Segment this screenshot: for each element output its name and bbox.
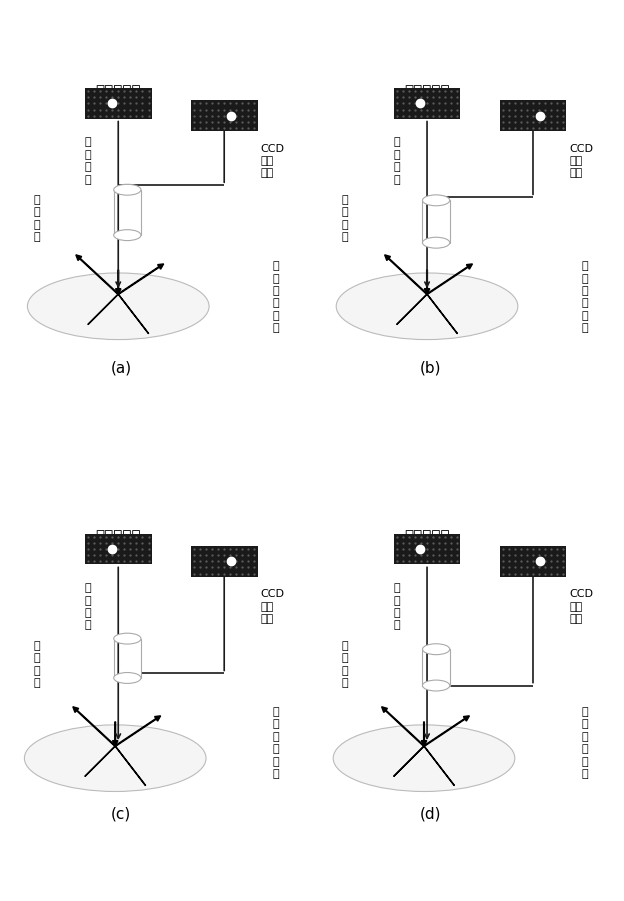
Ellipse shape xyxy=(114,672,141,684)
Bar xyxy=(191,546,258,577)
Text: CCD
观察
光路: CCD 观察 光路 xyxy=(261,143,285,178)
Text: 图形发生器: 图形发生器 xyxy=(95,84,141,99)
Ellipse shape xyxy=(422,643,450,655)
Text: 精
密
运
动
平
台: 精 密 运 动 平 台 xyxy=(273,261,280,333)
Text: (a): (a) xyxy=(110,361,132,376)
FancyArrow shape xyxy=(424,746,454,786)
FancyArrow shape xyxy=(424,270,430,294)
FancyArrow shape xyxy=(424,715,469,746)
FancyArrow shape xyxy=(115,270,121,294)
FancyArrow shape xyxy=(73,706,115,746)
Text: CCD
观察
光路: CCD 观察 光路 xyxy=(569,143,593,178)
Bar xyxy=(394,88,461,119)
Bar xyxy=(500,546,567,577)
Text: (c): (c) xyxy=(111,806,132,822)
Ellipse shape xyxy=(333,725,515,791)
Text: 图形发生器: 图形发生器 xyxy=(95,530,141,544)
Bar xyxy=(114,190,141,235)
FancyArrow shape xyxy=(88,294,119,324)
FancyArrow shape xyxy=(427,294,457,333)
Text: 投
影
光
路: 投 影 光 路 xyxy=(85,137,91,185)
Text: 图形发生器: 图形发生器 xyxy=(404,530,450,544)
Text: CCD
观察
光路: CCD 观察 光路 xyxy=(261,589,285,624)
Ellipse shape xyxy=(114,185,141,196)
FancyArrow shape xyxy=(397,294,427,324)
FancyArrow shape xyxy=(384,255,427,295)
Ellipse shape xyxy=(24,725,206,791)
Bar xyxy=(422,200,450,242)
FancyArrow shape xyxy=(394,746,424,777)
Bar xyxy=(422,650,450,686)
Text: 投
影
光
路: 投 影 光 路 xyxy=(85,583,91,631)
Text: 缩
影
物
镜: 缩 影 物 镜 xyxy=(33,195,40,242)
Bar xyxy=(114,639,141,678)
Text: CCD
观察
光路: CCD 观察 光路 xyxy=(569,589,593,624)
Text: 缩
影
物
镜: 缩 影 物 镜 xyxy=(342,195,349,242)
Ellipse shape xyxy=(114,230,141,241)
Text: 缩
影
物
镜: 缩 影 物 镜 xyxy=(342,641,349,688)
FancyArrow shape xyxy=(421,722,427,746)
Ellipse shape xyxy=(422,680,450,691)
Bar xyxy=(500,100,567,131)
FancyArrow shape xyxy=(118,294,149,333)
Ellipse shape xyxy=(27,273,209,340)
Text: 精
密
运
动
平
台: 精 密 运 动 平 台 xyxy=(582,261,588,333)
Bar xyxy=(85,534,152,564)
Text: (d): (d) xyxy=(419,806,441,822)
Bar xyxy=(394,534,461,564)
Text: 投
影
光
路: 投 影 光 路 xyxy=(394,137,400,185)
Text: (b): (b) xyxy=(419,361,441,376)
Text: 精
密
运
动
平
台: 精 密 运 动 平 台 xyxy=(273,707,280,779)
FancyArrow shape xyxy=(112,722,118,746)
Ellipse shape xyxy=(422,237,450,248)
Text: 精
密
运
动
平
台: 精 密 运 动 平 台 xyxy=(582,707,588,779)
FancyArrow shape xyxy=(76,255,119,295)
FancyArrow shape xyxy=(427,264,472,295)
Bar xyxy=(191,100,258,131)
FancyArrow shape xyxy=(115,746,145,786)
FancyArrow shape xyxy=(115,715,160,746)
Text: 图形发生器: 图形发生器 xyxy=(404,84,450,99)
FancyArrow shape xyxy=(118,264,163,295)
Ellipse shape xyxy=(336,273,518,340)
FancyArrow shape xyxy=(382,706,424,746)
Ellipse shape xyxy=(422,195,450,205)
FancyArrow shape xyxy=(85,746,115,777)
Ellipse shape xyxy=(114,633,141,644)
Text: 投
影
光
路: 投 影 光 路 xyxy=(394,583,400,631)
Text: 缩
影
物
镜: 缩 影 物 镜 xyxy=(33,641,40,688)
Bar xyxy=(85,88,152,119)
